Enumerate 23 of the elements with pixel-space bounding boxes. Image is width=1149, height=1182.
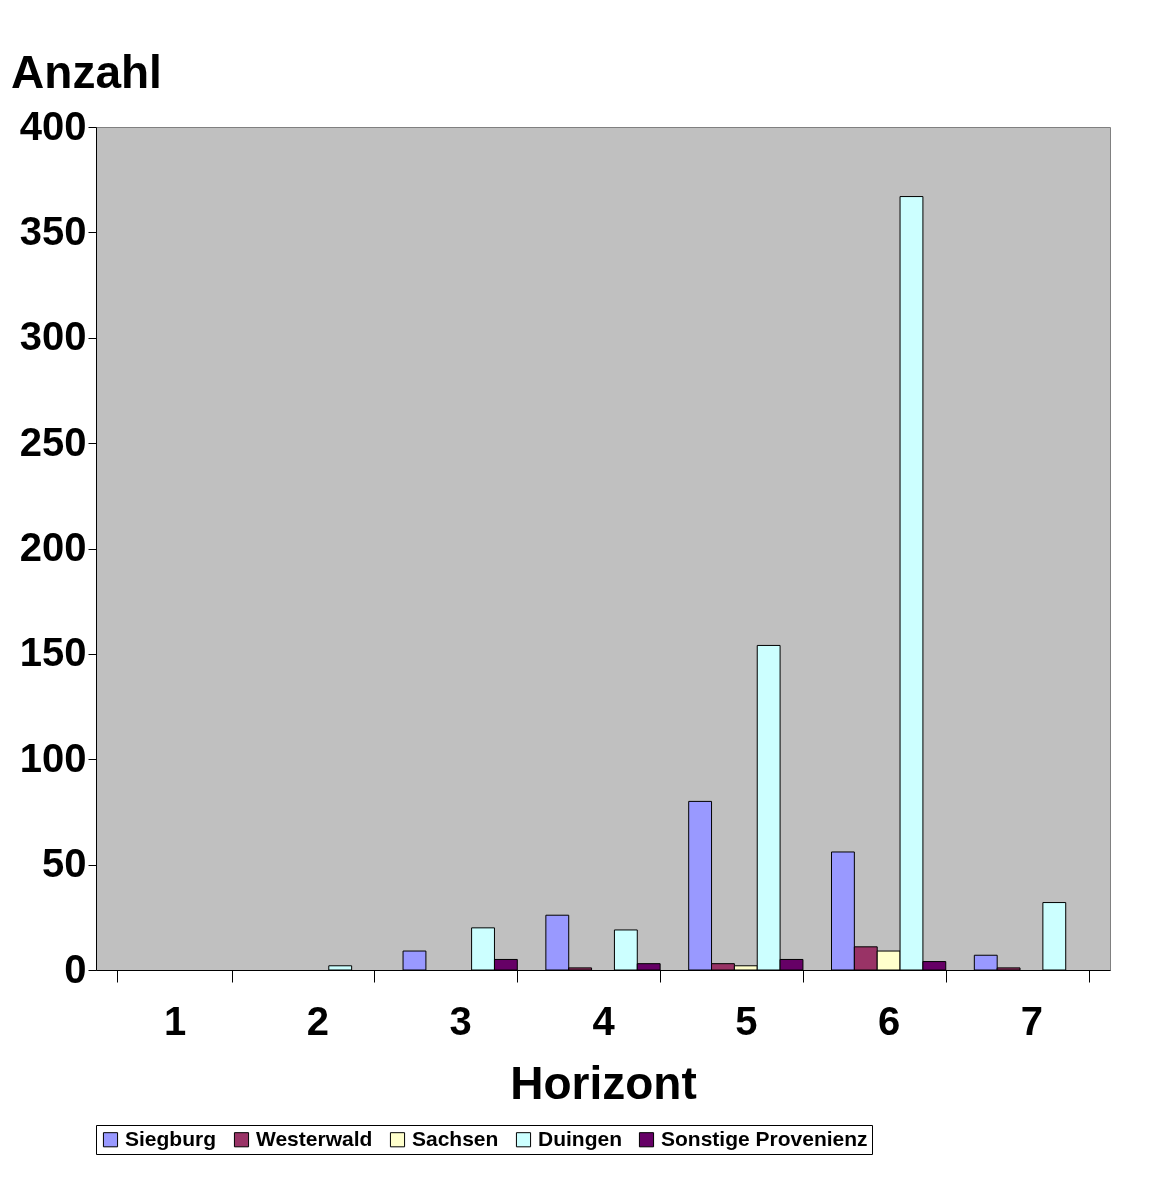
legend-label: Westerwald (256, 1126, 373, 1150)
y-axis-title: Anzahl (11, 45, 162, 98)
y-tick-label: 300 (19, 314, 87, 359)
x-tick-label: 2 (306, 998, 329, 1043)
x-tick-label: 4 (592, 998, 616, 1043)
x-tick-label: 7 (1020, 998, 1044, 1043)
y-tick-label: 0 (64, 946, 87, 991)
y-tick-label: 200 (19, 525, 87, 569)
x-tick-label: 5 (735, 998, 758, 1043)
y-tick-label: 50 (42, 841, 87, 886)
x-axis-title: Horizont (510, 1056, 697, 1109)
y-tick-label: 250 (19, 419, 87, 464)
y-tick-label: 350 (19, 208, 87, 253)
x-tick-label: 3 (449, 998, 472, 1043)
legend-label: Duingen (538, 1126, 622, 1150)
x-tick-label: 6 (878, 998, 901, 1043)
y-tick-label: 400 (19, 103, 87, 148)
x-tick-label: 1 (163, 998, 187, 1043)
legend-label: Sonstige Provenienz (661, 1126, 868, 1150)
y-tick-label: 150 (19, 630, 87, 675)
legend-label: Siegburg (125, 1126, 217, 1150)
y-tick-label: 100 (19, 735, 87, 780)
legend-label: Sachsen (412, 1126, 499, 1150)
